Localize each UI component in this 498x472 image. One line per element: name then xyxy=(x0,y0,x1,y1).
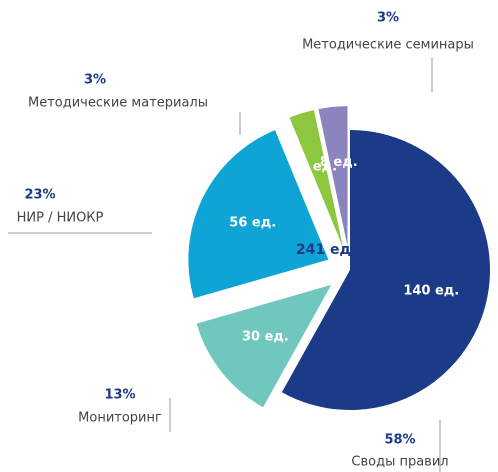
slice-name-label: НИР / НИОКР xyxy=(17,211,104,226)
slice-percent-label: 3% xyxy=(84,73,106,88)
center-label: 241 ед. xyxy=(296,242,356,258)
pie-slice xyxy=(281,130,491,410)
slice-percent-label: 23% xyxy=(24,188,55,203)
pie-slice xyxy=(196,284,332,408)
slice-percent-label: 58% xyxy=(384,433,415,448)
slice-value-label: 140 ед. xyxy=(403,284,459,299)
slice-percent-label: 3% xyxy=(377,11,399,26)
pie-slice xyxy=(318,106,348,247)
slice-percent-label: 13% xyxy=(104,388,135,403)
slice-name-label: Методические материалы xyxy=(28,96,208,111)
pie-slice xyxy=(289,110,343,248)
slice-value-label: 56 ед. xyxy=(229,216,276,231)
slice-name-label: Мониторинг xyxy=(78,411,162,426)
slice-value-label: 8 ед. xyxy=(320,155,358,170)
slice-name-label: Своды правил xyxy=(351,455,448,470)
slice-value-label: 30 ед. xyxy=(242,330,289,345)
slice-name-label: Методические семинары xyxy=(302,38,474,53)
pie-slice xyxy=(188,130,329,299)
slice-value-label: 7 ед. xyxy=(299,159,337,174)
